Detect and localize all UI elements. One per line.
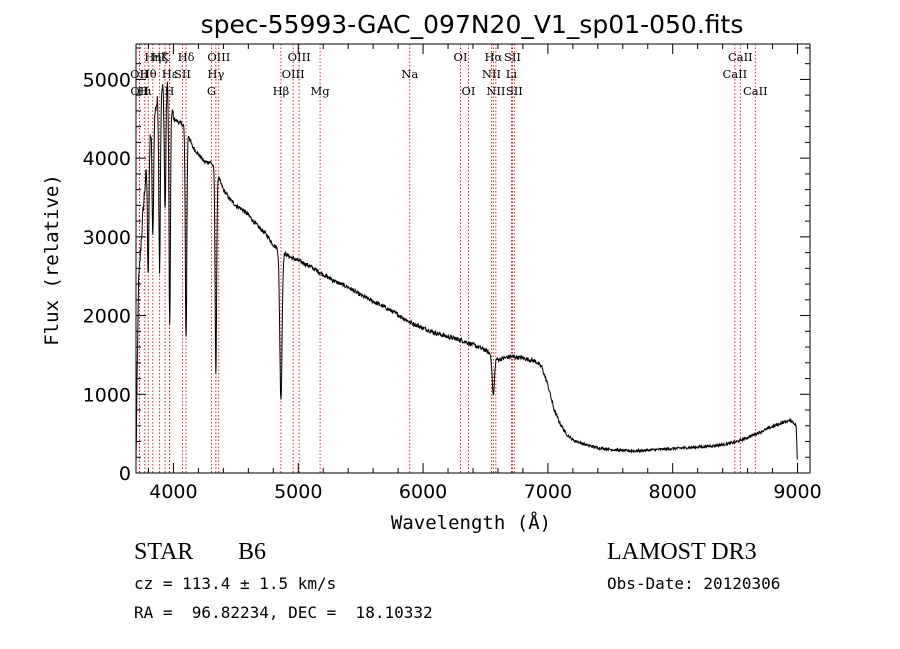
spectral-line-label: OI [454, 50, 468, 64]
y-tick-label: 1000 [83, 384, 131, 406]
chart-title: spec-55993-GAC_097N20_V1_sp01-050.fits [201, 10, 744, 39]
spectral-line-label: OIII [207, 50, 230, 64]
sky-coordinates: RA = 96.82234, DEC = 18.10332 [134, 603, 433, 622]
spectral-line-label: Hζ [151, 50, 167, 64]
spectral-line-label: G [207, 84, 216, 98]
spectral-line-label: Hα [484, 50, 502, 64]
x-tick-label: 7000 [524, 481, 572, 503]
spectrum-series-line [135, 81, 798, 460]
x-tick-label: 8000 [649, 481, 697, 503]
spectral-line-label: Hθ [140, 67, 157, 81]
y-tick-label: 5000 [83, 69, 131, 91]
spectral-line-label: Mg [311, 84, 331, 98]
spectral-line-label: NII [486, 84, 505, 98]
y-tick-label: 3000 [83, 227, 131, 249]
spectral-line-label: Hι [138, 84, 153, 98]
x-tick-label: 4000 [149, 481, 197, 503]
spectral-line-label: CaII [728, 50, 753, 64]
spectral-line-label: CaII [722, 67, 747, 81]
observation-date: Obs-Date: 20120306 [607, 574, 781, 593]
y-axis-title: Flux (relative) [41, 174, 63, 346]
spectral-line-label: OIII [282, 67, 305, 81]
x-tick-label: 9000 [773, 481, 821, 503]
plot-frame [135, 43, 811, 474]
spectral-line-label: Hδ [178, 50, 195, 64]
x-tick-label: 6000 [399, 481, 447, 503]
spectral-line-label: Na [401, 67, 418, 81]
spectral-line-label: OII [130, 84, 149, 98]
y-axis-ticks: 0 1000 2000 3000 4000 5000 [83, 47, 810, 485]
y-tick-label: 0 [119, 463, 131, 485]
spectral-line-label: Li [506, 67, 518, 81]
spectral-line-label: OIII [288, 50, 311, 64]
survey-name: LAMOST DR3 [607, 539, 757, 565]
object-class: STAR [134, 539, 194, 565]
object-subclass: B6 [238, 539, 267, 565]
y-tick-label: 2000 [83, 306, 131, 328]
x-axis-ticks: 4000 5000 6000 7000 8000 9000 [147, 44, 822, 503]
redshift-velocity: cz = 113.4 ± 1.5 km/s [134, 574, 337, 593]
spectral-line-label: SII [504, 50, 521, 64]
spectral-line-label: Hγ [207, 67, 224, 81]
y-tick-label: 4000 [83, 148, 131, 170]
spectral-line-label: CaII [743, 84, 768, 98]
spectral-line-label: SII [174, 67, 191, 81]
spectral-line-label: NII [482, 67, 501, 81]
spectral-line-label: OII [130, 67, 149, 81]
spectral-line-label: Hε [162, 67, 178, 81]
spectral-line-label: Hβ [273, 84, 290, 98]
spectral-line-label: SII [506, 84, 523, 98]
spectral-line-label: OI [462, 84, 476, 98]
spectral-line-label: Hη [144, 50, 161, 64]
x-tick-label: 5000 [274, 481, 322, 503]
x-axis-title: Wavelength (Å) [391, 511, 551, 534]
spectral-line-label: K [161, 50, 170, 64]
spectral-line-markers [138, 44, 756, 473]
spectral-line-label: H [164, 84, 174, 98]
